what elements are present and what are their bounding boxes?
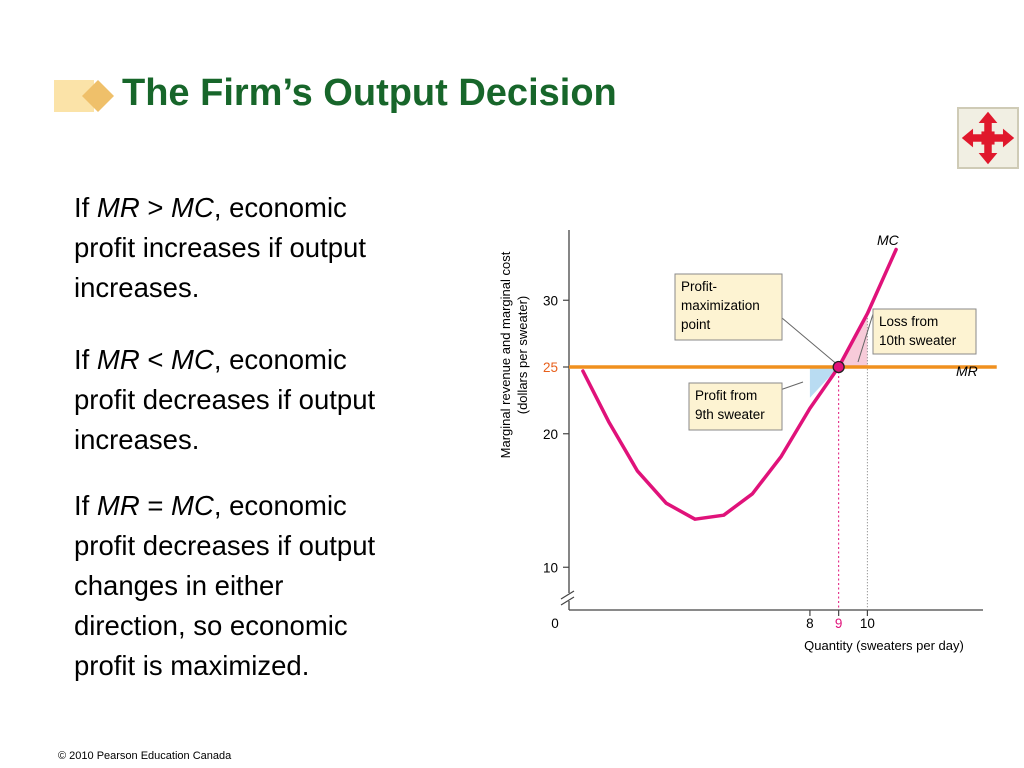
text-if: If: [74, 192, 97, 223]
copyright-footer: © 2010 Pearson Education Canada: [58, 750, 232, 762]
profit-area: [809, 367, 839, 398]
profit-9th-sweater-callout: Profit from 9th sweater: [688, 382, 783, 431]
paragraph-line: profit decreases if output: [74, 530, 376, 561]
term-mc: MC: [171, 344, 214, 375]
y-tick-label: 25: [543, 360, 558, 375]
mr-label: MR: [956, 363, 978, 379]
text-suffix: , economic: [213, 490, 347, 521]
mr-mc-chart: 10 20 25 30 0 8 9 10 Quantity (sweaters per day)…: [498, 230, 997, 653]
operator: >: [139, 192, 172, 223]
leader-line: [857, 313, 874, 363]
mc-curve: [581, 247, 898, 521]
origin-label: 0: [551, 616, 559, 631]
leader-line: [779, 381, 804, 391]
callout-text: Loss from: [879, 314, 938, 329]
text-if: If: [74, 490, 97, 521]
operator: =: [139, 490, 172, 521]
leader-line: [781, 317, 837, 365]
x-tick-label: 10: [860, 616, 875, 631]
navigation-button[interactable]: [957, 107, 1019, 169]
callout-box: [674, 273, 783, 341]
paragraph-first-line: If MR > MC, economic: [74, 188, 366, 228]
y-axis-label: (dollars per sweater): [515, 296, 530, 415]
operator: <: [139, 344, 172, 375]
paragraph-first-line: If MR = MC, economic: [74, 486, 375, 526]
y-axis-label: Marginal revenue and marginal cost: [498, 251, 513, 458]
term-mr: MR: [96, 192, 140, 223]
callout-text: 9th sweater: [695, 407, 765, 422]
term-mr: MR: [96, 344, 140, 375]
profit-max-point: [832, 360, 845, 374]
paragraph-line: changes in either: [74, 570, 284, 601]
paragraph-line: direction, so economic: [74, 610, 348, 641]
callout-text: Profit-: [681, 279, 717, 294]
callout-box: [688, 382, 783, 431]
paragraph-first-line: If MR < MC, economic: [74, 340, 375, 380]
text-suffix: , economic: [213, 344, 347, 375]
term-mr: MR: [96, 490, 140, 521]
chart-container: 10 20 25 30 0 8 9 10 Quantity (sweaters per day)…: [480, 215, 1000, 665]
text-if: If: [74, 344, 97, 375]
axis-break-mark: [560, 590, 575, 600]
title-bullet-icon: [54, 80, 114, 112]
callout-text: maximization: [681, 298, 760, 313]
paragraph-line: profit increases if output: [74, 232, 366, 263]
paragraph-mr-equals-mc: If MR = MC, economic profit decreases if…: [74, 486, 375, 686]
callout-text: Profit from: [695, 388, 757, 403]
loss-10th-sweater-callout: Loss from 10th sweater: [872, 308, 977, 355]
text-suffix: , economic: [213, 192, 347, 223]
axis-break-mark: [560, 596, 575, 606]
x-axis-label: Quantity (sweaters per day): [804, 638, 964, 653]
y-tick-label: 10: [543, 560, 558, 575]
y-tick-label: 20: [543, 427, 558, 442]
callout-text: point: [681, 317, 711, 332]
paragraph-line: profit decreases if output: [74, 384, 376, 415]
paragraph-line: increases.: [74, 272, 200, 303]
callout-box: [872, 308, 977, 355]
paragraph-line: increases.: [74, 424, 200, 455]
term-mc: MC: [171, 192, 214, 223]
paragraph-line: profit is maximized.: [74, 650, 310, 681]
y-tick-label: 30: [543, 293, 558, 308]
four-way-arrows-icon: [961, 111, 1015, 165]
page-title: The Firm’s Output Decision: [122, 72, 617, 114]
paragraph-mr-less-than-mc: If MR < MC, economic profit decreases if…: [74, 340, 375, 460]
callout-text: 10th sweater: [879, 333, 957, 348]
paragraph-mr-greater-than-mc: If MR > MC, economic profit increases if…: [74, 188, 366, 308]
x-tick-label: 8: [806, 616, 814, 631]
term-mc: MC: [171, 490, 214, 521]
x-tick-label: 9: [835, 616, 843, 631]
profit-maximization-point-callout: Profit-maximization point: [674, 273, 783, 341]
mc-label: MC: [877, 232, 900, 248]
